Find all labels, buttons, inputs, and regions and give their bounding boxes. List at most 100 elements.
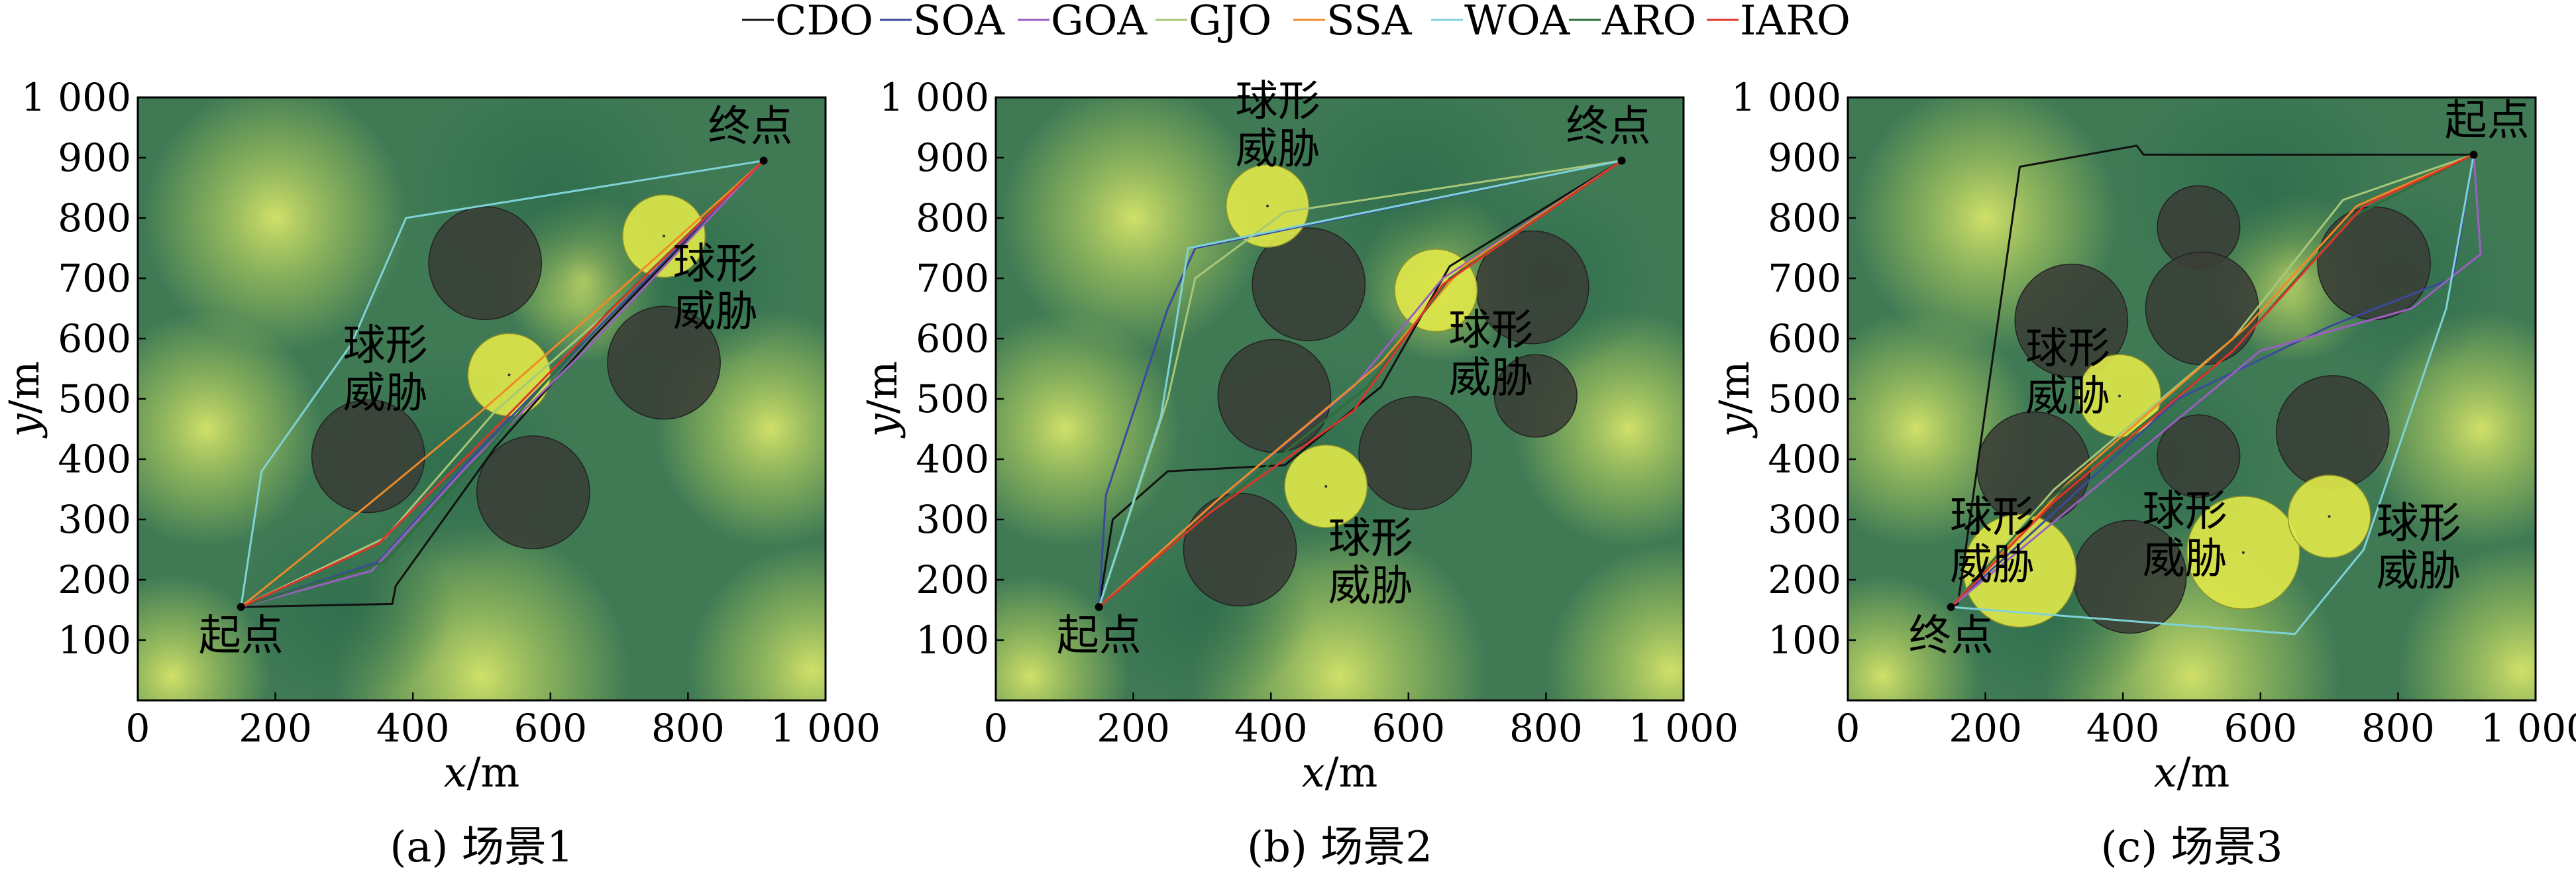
series-path-soa <box>241 160 765 608</box>
plot-area <box>1848 97 2536 700</box>
goal-label: 终点 <box>708 103 793 152</box>
obstacle-cylinder <box>2317 206 2431 321</box>
obstacle-cylinder <box>311 399 425 514</box>
legend-label: WOA <box>1464 0 1571 44</box>
legend-item-iaro: IARO <box>1707 0 1851 44</box>
threat-label: 球形威胁 <box>2025 324 2110 421</box>
obstacle-cylinder <box>428 206 543 321</box>
threat-center-dot <box>2328 515 2331 518</box>
threat-label: 球形威胁 <box>343 321 428 418</box>
series-path-iaro <box>241 160 765 608</box>
terrain-highlight <box>143 97 407 353</box>
y-tick-label: 100 <box>58 618 131 663</box>
legend-item-soa: SOA <box>880 0 1005 44</box>
threat-label: 球形威胁 <box>1236 77 1320 174</box>
y-tick-label: 900 <box>916 135 989 180</box>
legend-label: GJO <box>1189 0 1271 44</box>
threat-label: 球形威胁 <box>1950 493 2035 590</box>
y-tick-label: 600 <box>916 316 989 361</box>
obstacle-cylinder <box>476 435 590 549</box>
x-tick-label: 0 <box>126 706 150 751</box>
start-point-marker <box>237 602 245 611</box>
terrain-highlight <box>996 311 1181 547</box>
legend-label: GOA <box>1051 0 1148 44</box>
series-path-ssa <box>1950 154 2475 608</box>
y-tick-label: 1 000 <box>21 75 131 120</box>
y-tick-label: 500 <box>58 376 131 421</box>
x-tick-label: 1 000 <box>771 706 881 751</box>
y-tick-label: 800 <box>1768 195 1841 241</box>
series-path-ssa <box>240 160 765 608</box>
y-axis-label: y/m <box>1710 361 1758 439</box>
obstacle-cylinder <box>1358 396 1473 510</box>
y-tick-label: 200 <box>1768 557 1841 602</box>
y-tick-label: 1 000 <box>879 75 989 120</box>
start-point-marker <box>1095 602 1103 611</box>
legend-item-cdo: CDO <box>742 0 873 44</box>
x-tick-label: 800 <box>2361 706 2435 751</box>
y-tick-label: 200 <box>916 557 989 602</box>
threat-label: 球形威胁 <box>2377 499 2461 596</box>
obstacle-cylinder <box>1217 339 1332 453</box>
y-axis-label: y/m <box>0 361 48 439</box>
obstacle-cylinder <box>1183 492 1297 607</box>
x-tick-label: 600 <box>2224 706 2297 751</box>
obstacle-cylinder <box>2275 375 2390 489</box>
threat-label: 球形威胁 <box>2143 487 2227 584</box>
x-tick-label: 400 <box>376 706 450 751</box>
y-tick-label: 400 <box>1768 437 1841 482</box>
x-axis-label: x/m <box>2154 748 2230 796</box>
series-path-iaro <box>1950 154 2475 608</box>
obstacle-cylinder <box>2157 414 2241 498</box>
y-tick-label: 600 <box>1768 316 1841 361</box>
y-tick-label: 400 <box>58 437 131 482</box>
y-tick-label: 500 <box>1768 376 1841 421</box>
legend-item-aro: ARO <box>1569 0 1696 44</box>
y-tick-label: 700 <box>1768 256 1841 301</box>
threat-center-dot <box>2118 394 2121 398</box>
y-tick-label: 300 <box>916 497 989 542</box>
y-tick-label: 500 <box>916 376 989 421</box>
threat-label: 球形威胁 <box>1328 514 1413 611</box>
y-tick-label: 600 <box>58 316 131 361</box>
terrain-highlight <box>1001 97 1265 353</box>
y-tick-label: 400 <box>916 437 989 482</box>
legend-label: CDO <box>775 0 873 44</box>
legend-item-gjo: GJO <box>1155 0 1271 44</box>
threat-label: 球形威胁 <box>1448 306 1533 403</box>
legend: CDO SOA GOA GJO SSA WOA ARO IARO <box>742 0 1851 44</box>
x-tick-label: 600 <box>513 706 587 751</box>
obstacle-cylinder <box>607 305 721 420</box>
start-label: 起点 <box>1057 612 1142 661</box>
terrain-highlight <box>2398 543 2536 700</box>
threat-center-dot <box>663 235 666 238</box>
x-tick-label: 200 <box>1949 706 2022 751</box>
plot-area <box>996 97 1684 700</box>
panel-caption: (c) 场景3 <box>2101 823 2283 872</box>
legend-label: SOA <box>913 0 1005 44</box>
y-tick-label: 700 <box>58 256 131 301</box>
series-path-woa <box>240 160 764 608</box>
y-tick-label: 100 <box>1768 618 1841 663</box>
x-tick-label: 400 <box>2086 706 2160 751</box>
x-tick-label: 0 <box>1836 706 1860 751</box>
legend-label: SSA <box>1326 0 1413 44</box>
x-tick-label: 0 <box>984 706 1008 751</box>
terrain-highlight <box>138 311 323 547</box>
legend-item-goa: GOA <box>1018 0 1148 44</box>
threat-label: 球形威胁 <box>673 240 758 337</box>
legend-label: IARO <box>1740 0 1851 44</box>
legend-item-woa: WOA <box>1431 0 1571 44</box>
goal-point-marker <box>1617 156 1626 165</box>
series-path-goa <box>1950 154 2482 608</box>
goal-point-marker <box>759 156 768 165</box>
goal-label: 终点 <box>1566 103 1651 152</box>
series-path-goa <box>241 160 765 608</box>
y-tick-label: 100 <box>916 618 989 663</box>
y-tick-label: 300 <box>58 497 131 542</box>
obstacle-cylinder <box>1493 354 1578 438</box>
terrain-highlight <box>688 543 826 700</box>
